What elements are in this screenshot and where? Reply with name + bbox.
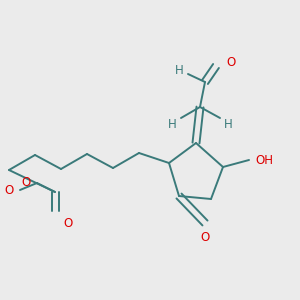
Text: O: O (63, 217, 72, 230)
Text: O: O (200, 231, 210, 244)
Text: OH: OH (255, 154, 273, 166)
Text: O: O (5, 184, 14, 196)
Text: O: O (22, 176, 31, 190)
Text: H: H (224, 118, 233, 130)
Text: H: H (168, 118, 177, 130)
Text: H: H (175, 64, 184, 76)
Text: O: O (226, 56, 235, 68)
